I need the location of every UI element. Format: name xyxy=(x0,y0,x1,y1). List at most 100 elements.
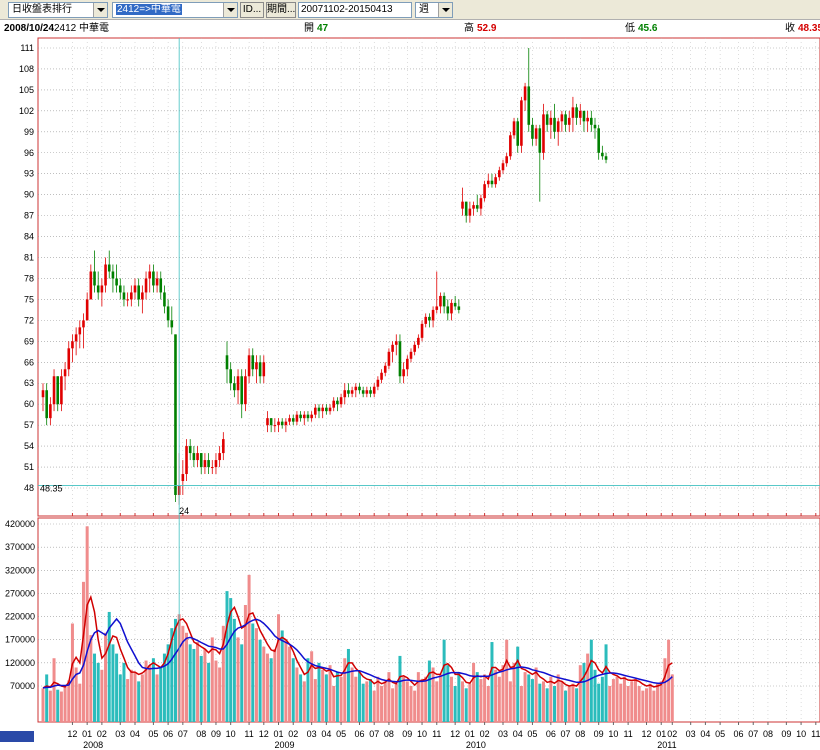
candle xyxy=(174,334,177,502)
candle-body xyxy=(424,316,428,324)
candle xyxy=(486,173,490,188)
candle-body xyxy=(475,205,479,209)
x-tick-label: 06 xyxy=(546,729,556,739)
candle-body xyxy=(302,414,306,419)
candle-body xyxy=(446,306,450,314)
candle xyxy=(89,264,93,300)
candle-body xyxy=(590,117,593,125)
period-field[interactable]: 20071102-20150413 xyxy=(298,2,412,18)
info-stock: 2412 中華電 xyxy=(54,23,110,34)
volume-bar xyxy=(70,623,74,722)
candle xyxy=(365,386,369,398)
candle xyxy=(262,355,266,384)
volume-bar xyxy=(302,681,306,722)
candle-body xyxy=(317,407,321,412)
candle-body xyxy=(247,355,251,377)
candle-body xyxy=(321,407,324,412)
volume-bar xyxy=(273,648,277,722)
volume-bar xyxy=(589,639,593,722)
volume-bar xyxy=(608,686,612,722)
x-tick-label: 10 xyxy=(226,729,236,739)
candle xyxy=(413,341,416,356)
candle-body xyxy=(601,152,604,157)
candle xyxy=(398,334,402,384)
x-tick-label: 01 xyxy=(82,729,92,739)
x-tick-label: 12 xyxy=(450,729,460,739)
candle-body xyxy=(435,306,439,310)
candle xyxy=(233,376,236,398)
id-button[interactable]: ID... xyxy=(240,2,264,18)
volume-bar xyxy=(670,674,674,722)
candle xyxy=(586,110,589,132)
candle xyxy=(490,173,494,188)
interval-select[interactable]: 週 xyxy=(415,2,453,18)
volume-bar xyxy=(394,683,398,722)
volume-bar xyxy=(659,681,663,722)
volume-bar xyxy=(468,683,472,722)
volume-bar xyxy=(306,658,310,722)
candle xyxy=(560,110,564,132)
volume-bar xyxy=(155,674,159,722)
chevron-down-icon[interactable] xyxy=(223,3,237,17)
volume-bar xyxy=(582,662,586,722)
volume-bar xyxy=(221,625,225,722)
candle-body xyxy=(549,117,553,125)
volume-tick-label: 370000 xyxy=(5,542,35,552)
volume-bar xyxy=(622,676,626,722)
candle-body xyxy=(420,323,424,338)
candle-body xyxy=(442,295,446,307)
candle-body xyxy=(516,121,520,146)
candle-body xyxy=(494,177,497,185)
price-tick-label: 105 xyxy=(19,85,34,95)
candle-body xyxy=(542,114,545,153)
candle xyxy=(284,418,288,433)
candle xyxy=(96,271,100,300)
candle-body xyxy=(85,299,89,321)
low-label: 低 xyxy=(625,23,635,34)
candle xyxy=(545,110,549,132)
x-tick-label: 12 xyxy=(259,729,269,739)
candle-body xyxy=(122,292,126,300)
period-button[interactable]: 期間... xyxy=(266,2,296,18)
candle-body xyxy=(439,295,442,307)
price-tick-label: 81 xyxy=(24,253,34,263)
volume-tick-label: 170000 xyxy=(5,635,35,645)
candle xyxy=(71,334,74,363)
price-tick-label: 87 xyxy=(24,211,34,221)
volume-bar xyxy=(586,653,590,722)
volume-bar xyxy=(78,683,82,722)
volume-bar xyxy=(619,683,623,722)
volume-bar xyxy=(663,658,667,722)
candle xyxy=(450,299,453,321)
high-value: 52.9 xyxy=(477,23,497,34)
candle xyxy=(556,117,560,146)
report-select[interactable]: 日收盤表排行 xyxy=(8,2,108,18)
candle-body xyxy=(258,362,262,377)
volume-bar xyxy=(413,690,417,722)
candle-body xyxy=(277,421,280,426)
stock-select[interactable]: 2412=>中華電 xyxy=(112,2,238,18)
candle-body xyxy=(185,446,188,475)
candle xyxy=(472,201,475,216)
candle xyxy=(512,117,516,139)
volume-bar xyxy=(420,679,424,722)
chevron-down-icon[interactable] xyxy=(438,3,452,17)
volume-bar xyxy=(494,669,498,722)
candle-body xyxy=(52,376,56,405)
volume-bar xyxy=(564,690,568,722)
volume-bar xyxy=(129,669,133,722)
candle xyxy=(468,201,472,223)
candle xyxy=(453,295,457,310)
candle-body xyxy=(339,397,343,405)
volume-bar xyxy=(332,686,336,722)
volume-bar xyxy=(96,662,100,722)
volume-bar xyxy=(335,672,339,722)
candle-body xyxy=(409,351,413,359)
x-tick-label: 06 xyxy=(734,729,744,739)
candle xyxy=(420,320,424,342)
candle xyxy=(196,446,199,468)
candle-body xyxy=(578,110,582,118)
volume-bar xyxy=(405,681,409,722)
chevron-down-icon[interactable] xyxy=(93,3,107,17)
price-tick-label: 84 xyxy=(24,232,34,242)
